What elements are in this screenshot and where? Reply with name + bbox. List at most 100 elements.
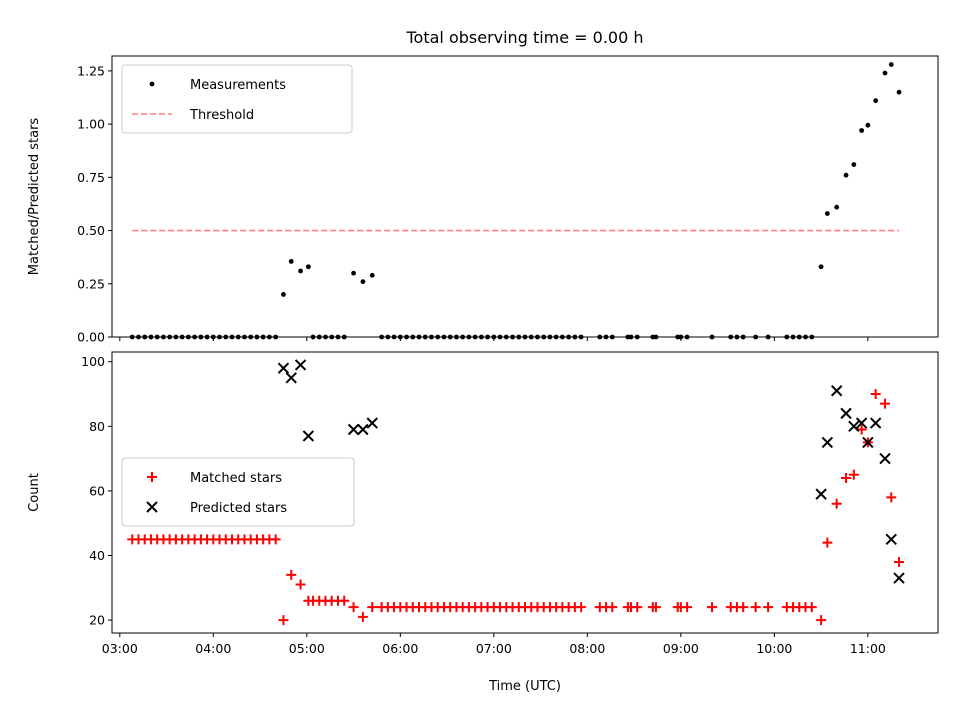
measurements-point xyxy=(369,272,375,278)
ratio-x-ticks xyxy=(119,337,869,341)
matched-stars-point xyxy=(339,595,350,606)
legend-box xyxy=(121,457,355,527)
measurements-point xyxy=(834,204,840,210)
count-panel: 20 40 60 80 100 03:00 04:00 05:00 06:00 07:00 08:… xyxy=(27,351,939,656)
measurements-point xyxy=(360,279,366,285)
measurements-point xyxy=(818,264,824,270)
predicted-stars-point xyxy=(862,436,874,449)
measurements-point xyxy=(843,172,849,178)
measurements-point xyxy=(305,264,311,270)
y-tick-label: 80 xyxy=(89,419,105,434)
predicted-stars-point xyxy=(302,430,315,442)
legend-measurements-label: Measurements xyxy=(190,78,286,93)
count-legend: Matched stars Predicted stars xyxy=(121,457,355,527)
x-tick-label: 06:00 xyxy=(382,641,418,656)
predicted-stars-point xyxy=(885,533,897,546)
measurements-point xyxy=(288,259,294,264)
predicted-stars-point xyxy=(366,417,378,429)
count-y-ticks: 20 40 60 80 100 xyxy=(81,354,112,628)
y-tick-label: 20 xyxy=(89,613,105,628)
ratio-y-axis-label: Matched/Predicted stars xyxy=(27,118,42,276)
predicted-stars-point xyxy=(879,452,891,465)
measurements-point xyxy=(281,292,286,297)
ratio-panel: 0.00 0.25 0.50 0.75 1.00 1.25 Matched/Predict… xyxy=(27,55,939,345)
x-tick-label: 09:00 xyxy=(663,641,699,656)
legend-measurements-swatch xyxy=(149,81,155,87)
measurements-point xyxy=(859,128,865,133)
measurements-point xyxy=(882,70,888,76)
matched-stars-point xyxy=(894,556,905,567)
matched-stars-point xyxy=(750,602,761,613)
x-tick-label: 03:00 xyxy=(102,641,138,656)
measurements-point xyxy=(873,98,879,104)
measurements-point xyxy=(351,270,356,276)
count-y-axis-label: Count xyxy=(27,473,42,512)
x-axis-label: Time (UTC) xyxy=(488,679,561,694)
predicted-stars-point xyxy=(855,417,868,429)
matched-stars-point xyxy=(348,602,359,613)
x-tick-label: 07:00 xyxy=(476,641,512,656)
legend-predicted-stars-swatch xyxy=(146,501,158,513)
count-x-ticks: 03:00 04:00 05:00 06:00 07:00 08:00 09:00 10:00… xyxy=(102,633,886,656)
y-tick-label: 40 xyxy=(89,548,105,563)
matched-stars-point xyxy=(841,472,852,483)
measurements-point xyxy=(888,62,894,67)
predicted-stars-point xyxy=(815,488,827,500)
predicted-stars-point xyxy=(285,372,297,384)
matched-stars-point xyxy=(682,602,693,613)
matched-stars-point xyxy=(848,469,859,480)
x-tick-label: 11:00 xyxy=(850,641,886,656)
y-tick-label: 0.00 xyxy=(77,330,105,345)
matched-stars-point xyxy=(278,615,289,626)
predicted-stars-point xyxy=(347,423,360,436)
ratio-y-ticks: 0.00 0.25 0.50 0.75 1.00 1.25 xyxy=(77,63,112,345)
matched-stars-point xyxy=(295,579,306,590)
matched-stars-point xyxy=(763,602,774,613)
measurements-point xyxy=(896,89,902,95)
predicted-stars-point xyxy=(840,407,852,420)
y-tick-label: 100 xyxy=(81,354,105,369)
measurements-point xyxy=(865,122,871,128)
matched-stars-point xyxy=(632,602,643,613)
matched-stars-point xyxy=(367,602,378,613)
predicted-stars-point xyxy=(357,423,369,436)
chart-title: Total observing time = 0.00 h xyxy=(405,28,643,47)
predicted-stars-point xyxy=(848,420,860,432)
predicted-stars-point xyxy=(869,417,882,429)
y-tick-label: 1.25 xyxy=(77,63,105,78)
matched-stars-point xyxy=(607,602,618,613)
matched-stars-point xyxy=(357,611,368,622)
matched-stars-point xyxy=(886,492,897,503)
matched-stars-point xyxy=(286,569,297,580)
predicted-stars-point xyxy=(830,385,843,397)
count-axes-frame xyxy=(111,351,939,634)
y-tick-label: 0.75 xyxy=(77,170,105,185)
matched-stars-point xyxy=(822,537,833,548)
matched-stars-point xyxy=(880,398,891,409)
predicted-stars-point xyxy=(893,572,905,584)
predicted-stars-point xyxy=(294,359,307,371)
y-tick-label: 1.00 xyxy=(77,117,105,132)
measurements-point xyxy=(298,268,303,274)
y-tick-label: 0.25 xyxy=(77,276,105,291)
measurements-point xyxy=(824,211,830,216)
count-plot-area xyxy=(127,359,905,626)
x-tick-label: 08:00 xyxy=(569,641,605,656)
y-tick-label: 60 xyxy=(89,483,105,498)
matched-stars-point xyxy=(816,615,827,626)
matched-stars-point xyxy=(806,602,817,613)
x-tick-label: 10:00 xyxy=(756,641,792,656)
ratio-legend: Measurements Threshold xyxy=(121,64,353,134)
legend-matched-stars-label: Matched stars xyxy=(190,471,282,486)
legend-predicted-stars-label: Predicted stars xyxy=(190,501,287,516)
matched-stars-point xyxy=(831,498,842,509)
measurements-point xyxy=(851,162,857,167)
legend-threshold-label: Threshold xyxy=(189,108,254,123)
x-tick-label: 04:00 xyxy=(195,641,231,656)
matched-stars-point xyxy=(576,602,587,613)
predicted-stars-point xyxy=(821,436,834,449)
y-tick-label: 0.50 xyxy=(77,223,105,238)
matched-stars-point xyxy=(270,534,281,545)
predicted-stars-point xyxy=(277,362,290,374)
legend-box xyxy=(121,64,353,134)
